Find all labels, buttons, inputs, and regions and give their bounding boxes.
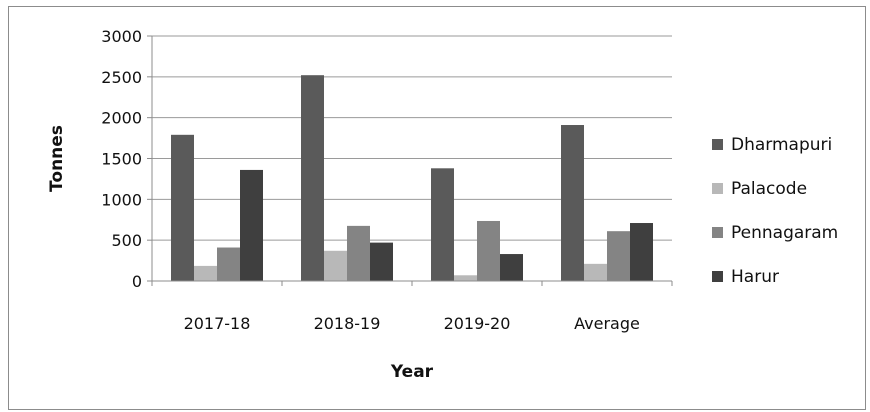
y-axis-title: Tonnes [47,125,67,192]
bar-harur-2019-20 [500,254,523,281]
bar-palacode-2017-18 [194,265,217,281]
bar-palacode-2018-19 [324,250,347,281]
legend-label-palacode: Palacode [731,179,807,199]
x-category-label: 2019-20 [444,314,511,333]
bar-dharmapuri-2017-18 [171,134,194,281]
bar-pennagaram-2017-18 [217,247,240,281]
legend-swatch-pennagaram [712,227,723,238]
x-axis-title: Year [390,362,434,382]
legend-swatch-palacode [712,183,723,194]
legend-swatch-dharmapuri [712,139,723,150]
y-tick-label: 500 [111,231,142,250]
y-axis-ticks: 0 500 1000 1500 2000 2500 3000 [101,27,152,291]
y-tick-label: 1000 [101,190,142,209]
bar-pennagaram-2018-19 [347,225,370,281]
bar-dharmapuri-2019-20 [431,168,454,281]
x-category-label: 2018-19 [314,314,381,333]
gridlines [152,35,672,241]
bar-harur-2018-19 [370,242,393,281]
x-category-label: Average [574,314,640,333]
legend-swatch-harur [712,271,723,282]
x-axis-category-labels: 2017-18 2018-19 2019-20 Average [184,314,640,333]
bar-palacode-2019-20 [454,275,477,281]
bar-pennagaram-2019-20 [477,220,500,281]
bars [171,75,653,282]
bar-pennagaram-average [607,231,630,281]
legend-label-harur: Harur [731,267,779,287]
bar-dharmapuri-2018-19 [301,75,324,281]
y-tick-label: 2500 [101,68,142,87]
x-category-label: 2017-18 [184,314,251,333]
bar-harur-2017-18 [240,169,263,281]
bar-dharmapuri-average [561,125,584,282]
legend-label-dharmapuri: Dharmapuri [731,135,832,155]
legend: Dharmapuri Palacode Pennagaram Harur [712,135,838,287]
bar-palacode-average [584,263,607,281]
x-axis-ticks [151,281,673,286]
bar-harur-average [630,223,653,281]
y-tick-label: 2000 [101,109,142,128]
legend-label-pennagaram: Pennagaram [731,223,838,243]
y-tick-label: 1500 [101,150,142,169]
y-tick-label: 3000 [101,27,142,46]
y-tick-label: 0 [132,272,142,291]
